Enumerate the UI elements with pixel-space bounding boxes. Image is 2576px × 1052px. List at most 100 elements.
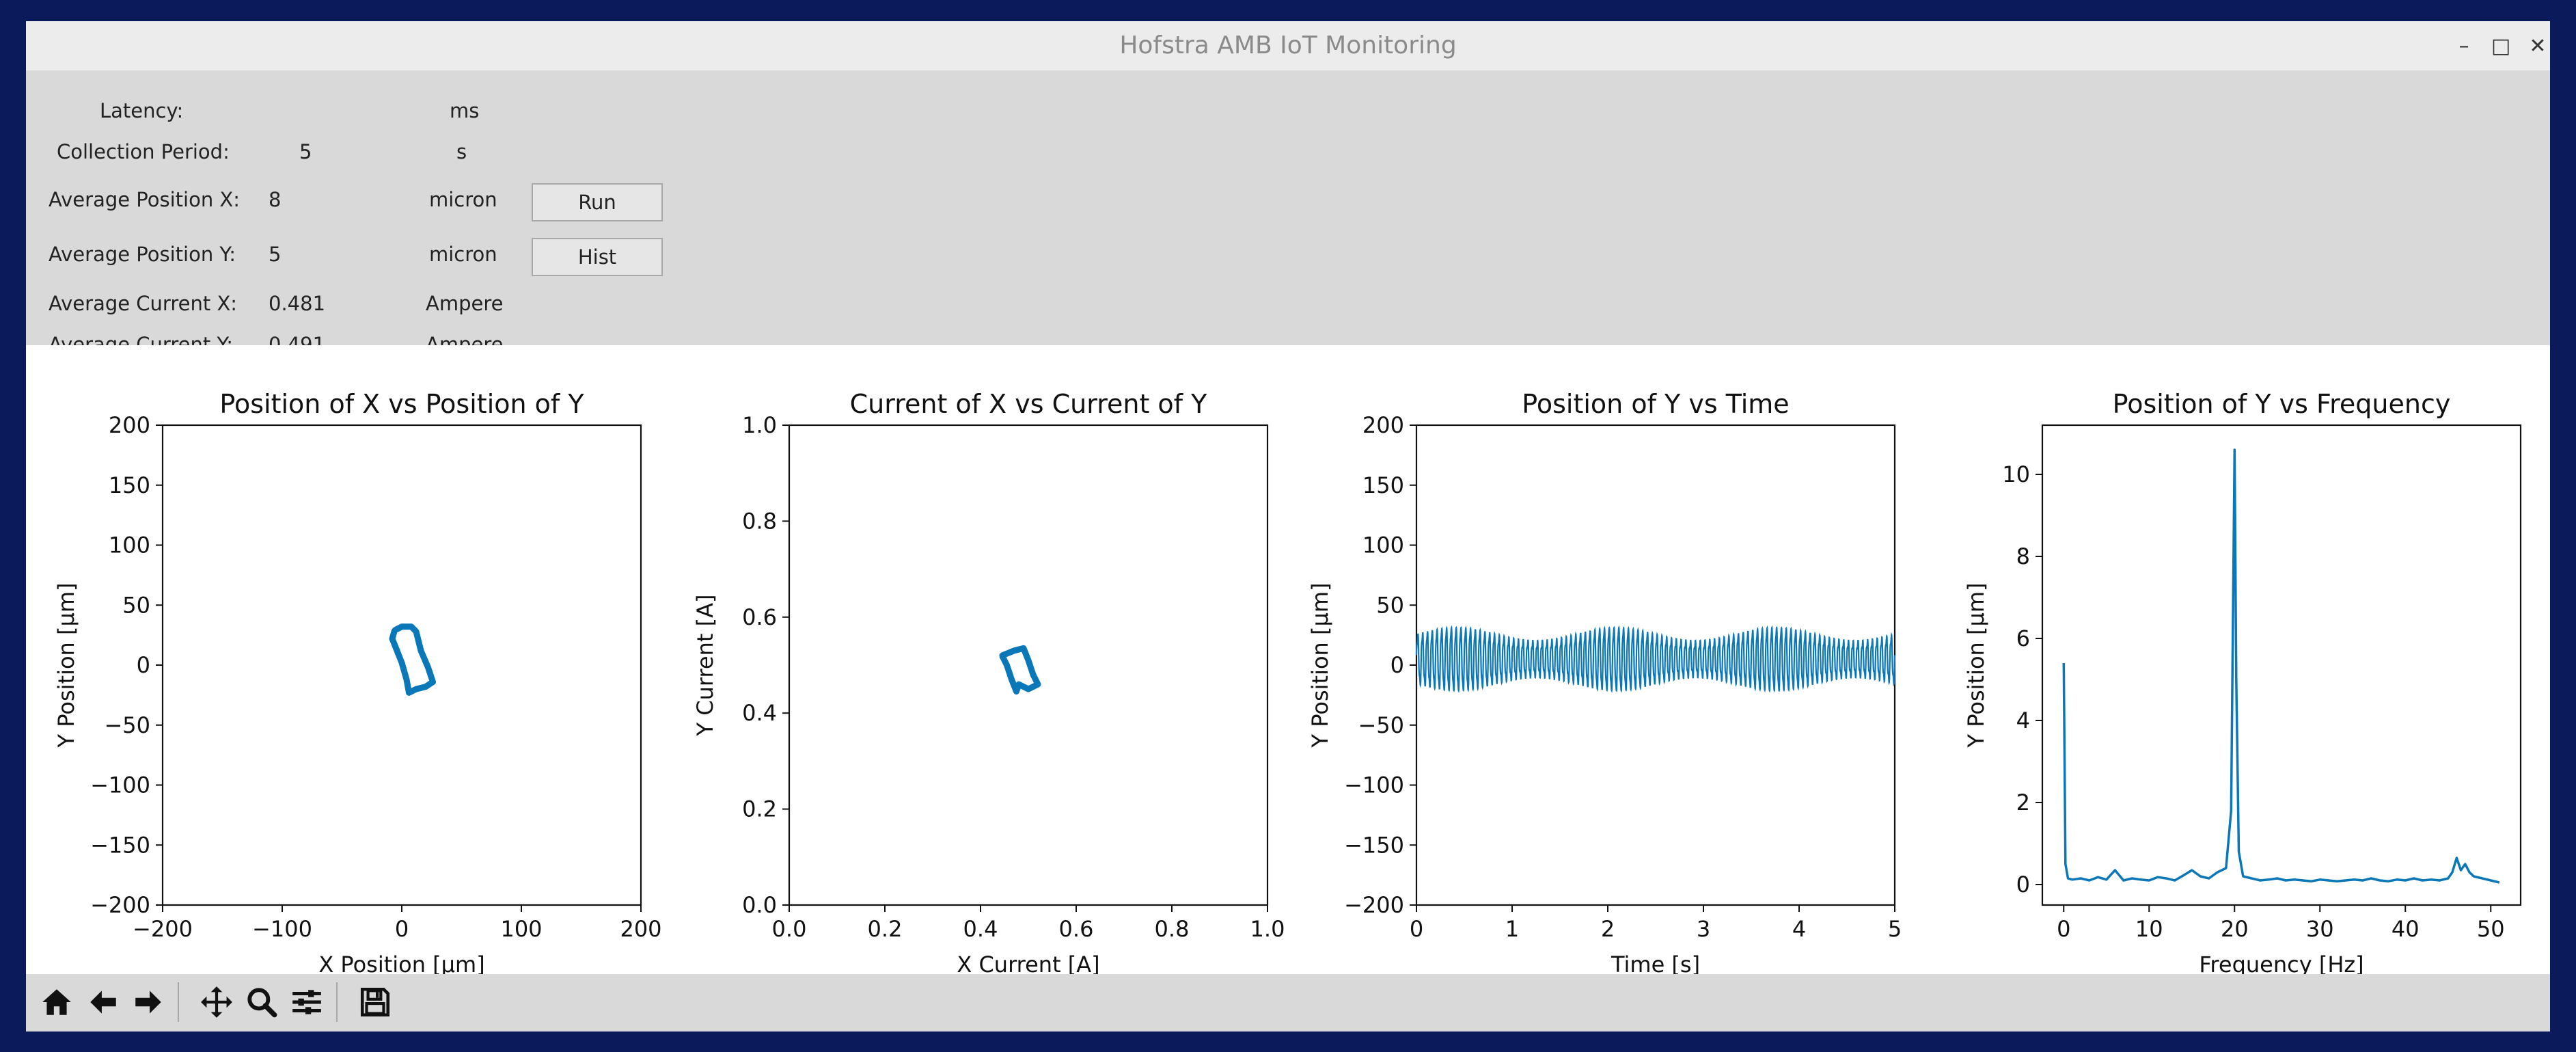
- save-icon[interactable]: [354, 981, 396, 1023]
- series-line: [2062, 448, 2500, 884]
- y-tick-label: −200: [90, 892, 150, 918]
- maximize-button[interactable]: □: [2491, 33, 2511, 58]
- data-point: [1011, 647, 1017, 653]
- data-point: [1026, 657, 1031, 663]
- y-tick-label: 200: [109, 412, 150, 438]
- stats-panel: Latency: ms Collection Period: 5 s Avera…: [26, 70, 778, 364]
- y-tick-label: 0.2: [742, 796, 777, 822]
- chart-4: [2036, 424, 2522, 912]
- x-axis-label: X Current [A]: [957, 952, 1099, 974]
- x-tick-label: 0.8: [1155, 916, 1190, 942]
- y-tick-label: −50: [1358, 712, 1404, 738]
- y-tick-label: 100: [1362, 532, 1404, 558]
- plot-figure[interactable]: Position of X vs Position of Y −200 −100 0 1…: [26, 345, 2550, 974]
- y-tick-label: −100: [1344, 772, 1404, 798]
- x-tick-label: 0: [1410, 916, 1423, 942]
- x-tick-label: 0: [395, 916, 409, 942]
- chart-2: [782, 424, 1269, 912]
- x-tick-label: 40: [2392, 916, 2420, 942]
- avg-position-x-unit: micron: [429, 188, 497, 211]
- y-axis-label: Y Position [µm]: [1963, 583, 1989, 748]
- y-tick-label: −150: [1344, 832, 1404, 858]
- x-tick-label: 0: [2057, 916, 2070, 942]
- avg-position-x-label: Average Position X:: [49, 188, 241, 211]
- y-tick-label: 150: [109, 472, 150, 498]
- avg-position-y-value: 5: [269, 243, 282, 266]
- chart-3: [1410, 424, 1896, 912]
- minimize-button[interactable]: –: [2458, 33, 2469, 58]
- x-tick-label: 200: [620, 916, 661, 942]
- chart-title: Position of X vs Position of Y: [219, 389, 584, 419]
- y-tick-label: 2: [2016, 790, 2030, 815]
- y-tick-label: −100: [90, 772, 150, 798]
- hist-button[interactable]: Hist: [532, 238, 663, 276]
- data-point: [430, 679, 436, 685]
- axes-frame: [2041, 424, 2522, 906]
- data-point: [1030, 672, 1036, 678]
- latency-unit: ms: [450, 99, 480, 122]
- y-tick-label: 4: [2016, 707, 2030, 733]
- data-point: [418, 647, 424, 653]
- x-tick-label: 0.0: [772, 916, 807, 942]
- series-line: [1415, 625, 1896, 693]
- y-tick-label: 50: [1376, 592, 1404, 618]
- y-tick-label: 0.6: [742, 604, 777, 630]
- y-tick-label: 0: [1390, 652, 1404, 678]
- x-tick-label: 20: [2221, 916, 2249, 942]
- navigation-toolbar: [26, 974, 2550, 1031]
- collection-period-unit: s: [456, 140, 467, 163]
- x-tick-label: 1: [1505, 916, 1519, 942]
- zoom-icon[interactable]: [241, 981, 283, 1023]
- data-point: [392, 628, 398, 634]
- y-axis-label: Y Position [µm]: [1307, 583, 1333, 748]
- y-axis-label: Y Position [µm]: [53, 583, 79, 748]
- x-tick-label: 5: [1888, 916, 1902, 942]
- run-button[interactable]: Run: [532, 183, 663, 221]
- title-bar[interactable]: Hofstra AMB IoT Monitoring – □ ✕: [26, 21, 2550, 70]
- forward-arrow-icon[interactable]: [127, 981, 169, 1023]
- data-point: [406, 690, 412, 696]
- chart-title: Position of Y vs Time: [1522, 389, 1789, 419]
- y-tick-label: 0.0: [742, 892, 777, 918]
- latency-label: Latency:: [100, 99, 184, 122]
- toolbar-separator: [178, 982, 179, 1022]
- configure-subplots-icon[interactable]: [286, 981, 328, 1023]
- data-point: [413, 628, 419, 634]
- data-point: [394, 647, 400, 653]
- data-point: [1004, 662, 1010, 668]
- collection-period-value: 5: [299, 140, 312, 163]
- y-tick-label: 100: [109, 532, 150, 558]
- y-tick-label: 50: [122, 592, 150, 618]
- y-tick-label: 0: [2016, 872, 2030, 898]
- y-tick-label: −50: [104, 712, 150, 738]
- figure-canvas[interactable]: Position of X vs Position of Y −200 −100 0 1…: [26, 345, 2550, 974]
- avg-current-x-value: 0.481: [269, 292, 326, 315]
- y-tick-label: 10: [2002, 461, 2030, 487]
- x-tick-label: 50: [2477, 916, 2505, 942]
- avg-position-y-label: Average Position Y:: [49, 243, 236, 266]
- chart-title: Current of X vs Current of Y: [850, 389, 1207, 419]
- y-tick-label: 1.0: [742, 412, 777, 438]
- home-icon[interactable]: [36, 981, 78, 1023]
- pan-icon[interactable]: [195, 981, 238, 1023]
- avg-current-x-unit: Ampere: [426, 292, 504, 315]
- close-button[interactable]: ✕: [2529, 33, 2547, 58]
- y-tick-label: −150: [90, 832, 150, 858]
- x-tick-label: 2: [1601, 916, 1615, 942]
- chart-title: Position of Y vs Frequency: [2113, 389, 2451, 419]
- y-tick-label: 0.4: [742, 700, 777, 726]
- back-arrow-icon[interactable]: [82, 981, 124, 1023]
- window-title: Hofstra AMB IoT Monitoring: [1119, 31, 1457, 59]
- y-tick-label: −200: [1344, 892, 1404, 918]
- x-axis-label: Frequency [Hz]: [2199, 952, 2363, 974]
- data-point: [1016, 682, 1022, 688]
- x-tick-label: 100: [500, 916, 542, 942]
- y-tick-label: 6: [2016, 625, 2030, 651]
- data-point: [413, 686, 419, 692]
- data-point: [399, 623, 405, 630]
- data-point: [425, 664, 431, 671]
- axes-frame: [788, 424, 1269, 906]
- y-tick-label: 8: [2016, 543, 2030, 569]
- data-point: [389, 636, 395, 642]
- data-point: [1009, 677, 1015, 683]
